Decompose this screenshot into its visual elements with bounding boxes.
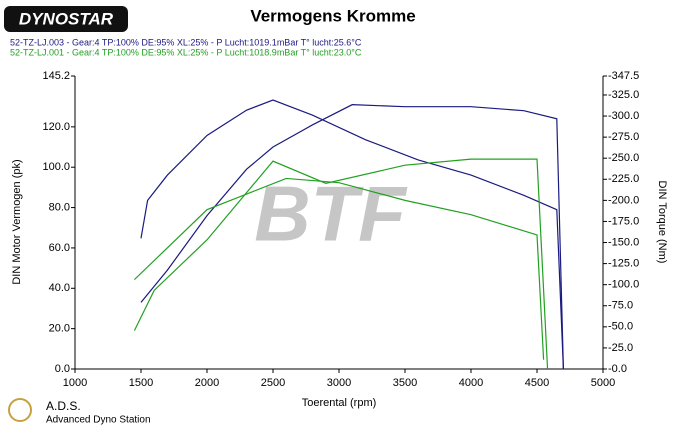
- x-tick-label: 5000: [591, 377, 615, 389]
- x-tick-label: 1000: [63, 377, 87, 389]
- footer-title: A.D.S.: [46, 399, 81, 413]
- y-tick-label: 80.0: [49, 201, 70, 213]
- power-line: [133, 158, 549, 370]
- logo: DYNOSTAR: [19, 9, 114, 28]
- x-tick-label: 1500: [129, 377, 153, 389]
- x-tick-label: 3500: [393, 377, 417, 389]
- run-legend: 52-TZ-LJ.001 - Gear:4 TP:100% DE:95% XL:…: [10, 47, 362, 57]
- y2-axis-label: DIN Torque (Nm): [656, 181, 668, 264]
- y2-tick-label: -0.0: [608, 363, 627, 375]
- y2-tick-label: -200.0: [608, 194, 639, 206]
- footer-subtitle: Advanced Dyno Station: [46, 415, 151, 426]
- y2-tick-label: -25.0: [608, 342, 633, 354]
- x-axis-label: Toerental (rpm): [302, 397, 377, 409]
- y2-tick-label: -100.0: [608, 279, 639, 291]
- y2-tick-label: -347.5: [608, 70, 639, 82]
- y2-tick-label: -250.0: [608, 152, 639, 164]
- x-tick-label: 4500: [525, 377, 549, 389]
- x-tick-label: 2500: [261, 377, 285, 389]
- chart-title: Vermogens Kromme: [250, 6, 415, 25]
- y2-tick-label: -150.0: [608, 236, 639, 248]
- y2-tick-label: -300.0: [608, 110, 639, 122]
- y-tick-label: 0.0: [55, 363, 70, 375]
- y2-tick-label: -75.0: [608, 300, 633, 312]
- y2-tick-label: -50.0: [608, 321, 633, 333]
- y2-tick-label: -275.0: [608, 131, 639, 143]
- torque-line: [133, 177, 545, 360]
- x-tick-label: 3000: [327, 377, 351, 389]
- y-tick-label: 100.0: [42, 161, 70, 173]
- run-legend: 52-TZ-LJ.003 - Gear:4 TP:100% DE:95% XL:…: [10, 37, 362, 47]
- y2-tick-label: -125.0: [608, 258, 639, 270]
- logo-box: [4, 6, 128, 32]
- torque-line: [140, 99, 564, 370]
- y-tick-label: 145.2: [42, 70, 70, 82]
- power-line: [140, 104, 564, 370]
- x-tick-label: 4000: [459, 377, 483, 389]
- y-tick-label: 20.0: [49, 323, 70, 335]
- y-tick-label: 120.0: [42, 121, 70, 133]
- y2-tick-label: -175.0: [608, 215, 639, 227]
- y-tick-label: 40.0: [49, 282, 70, 294]
- x-tick-label: 2000: [195, 377, 219, 389]
- watermark: BTF: [254, 170, 408, 258]
- y-axis-label: DIN Motor Vermogen (pk): [11, 159, 23, 284]
- y2-tick-label: -225.0: [608, 173, 639, 185]
- footer-icon: [8, 398, 32, 422]
- y2-tick-label: -325.0: [608, 89, 639, 101]
- y-tick-label: 60.0: [49, 242, 70, 254]
